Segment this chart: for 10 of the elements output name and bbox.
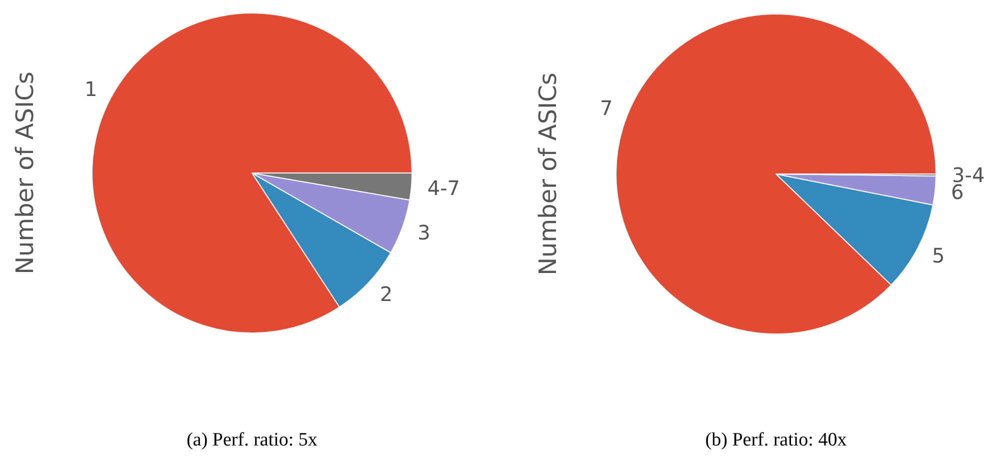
slice-label: 7: [600, 96, 613, 120]
text: Number of ASICs: [534, 72, 562, 276]
text: Number of ASICs: [11, 72, 39, 274]
slice-label: 3: [418, 220, 430, 245]
slice-label: 4-7: [427, 176, 460, 200]
text: (a) Perf. ratio: 5x: [186, 430, 318, 450]
text: (b) Perf. ratio: 40x: [705, 430, 848, 450]
slice-label: 2: [380, 282, 393, 306]
slice-label: 5: [932, 243, 945, 268]
slice-label: 1: [84, 77, 98, 102]
